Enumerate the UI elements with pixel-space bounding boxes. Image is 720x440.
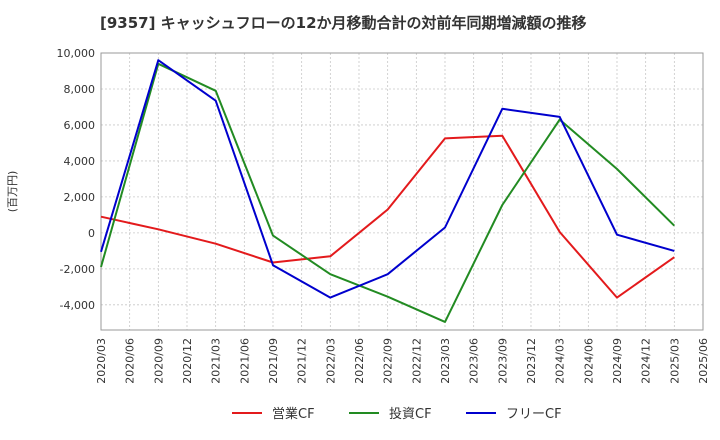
legend-label: 投資CF [389, 406, 432, 422]
x-tick-label: 2021/03 [210, 338, 223, 384]
x-tick-label: 2022/12 [410, 338, 423, 384]
x-tick-label: 2024/09 [611, 338, 624, 384]
x-tick-label: 2023/09 [496, 338, 509, 384]
x-tick-label: 2020/09 [152, 338, 165, 384]
legend: 営業CF 投資CF フリーCF [232, 406, 562, 422]
x-tick-label: 2024/12 [640, 338, 653, 384]
x-tick-label: 2024/06 [582, 338, 595, 384]
x-tick-label: 2020/06 [124, 338, 137, 384]
label-layer: 10,000 8,000 6,000 4,000 2,000 0 -2,000 -4,000 2… [6, 47, 710, 384]
legend-label: フリーCF [506, 407, 562, 422]
x-tick-label: 2021/09 [267, 338, 280, 384]
x-tick-label: 2021/12 [296, 338, 309, 384]
series-layer [100, 59, 676, 323]
x-tick-label: 2023/03 [439, 338, 452, 384]
x-tick-label: 2020/03 [95, 338, 108, 384]
y-tick-label: 0 [88, 227, 95, 240]
y-tick-label: 8,000 [64, 83, 96, 96]
legend-label: 営業CF [272, 406, 315, 422]
y-axis-label: (百万円) [6, 171, 19, 213]
x-tick-label: 2024/03 [554, 338, 567, 384]
x-tick-label: 2025/03 [668, 338, 681, 384]
series-line-フリーCF [100, 59, 675, 299]
plot-area-border [100, 52, 704, 331]
x-tick-label: 2023/12 [525, 338, 538, 384]
x-tick-label: 2022/06 [353, 338, 366, 384]
chart-title: [9357] キャッシュフローの12か月移動合計の対前年同期増減額の推移 [100, 14, 587, 32]
series-line-営業CF [100, 134, 675, 299]
y-tick-label: -2,000 [60, 263, 95, 276]
y-tick-label: -4,000 [60, 299, 95, 312]
axis-layer [100, 52, 704, 331]
y-tick-label: 10,000 [57, 47, 96, 60]
x-tick-label: 2025/06 [697, 338, 710, 384]
x-tick-label: 2022/03 [324, 338, 337, 384]
y-tick-label: 4,000 [64, 155, 96, 168]
x-tick-label: 2020/12 [181, 338, 194, 384]
y-tick-label: 6,000 [64, 119, 96, 132]
y-tick-label: 2,000 [64, 191, 96, 204]
x-tick-label: 2023/06 [468, 338, 481, 384]
x-tick-label: 2021/06 [238, 338, 251, 384]
series-line-投資CF [100, 62, 676, 323]
x-tick-label: 2022/09 [382, 338, 395, 384]
